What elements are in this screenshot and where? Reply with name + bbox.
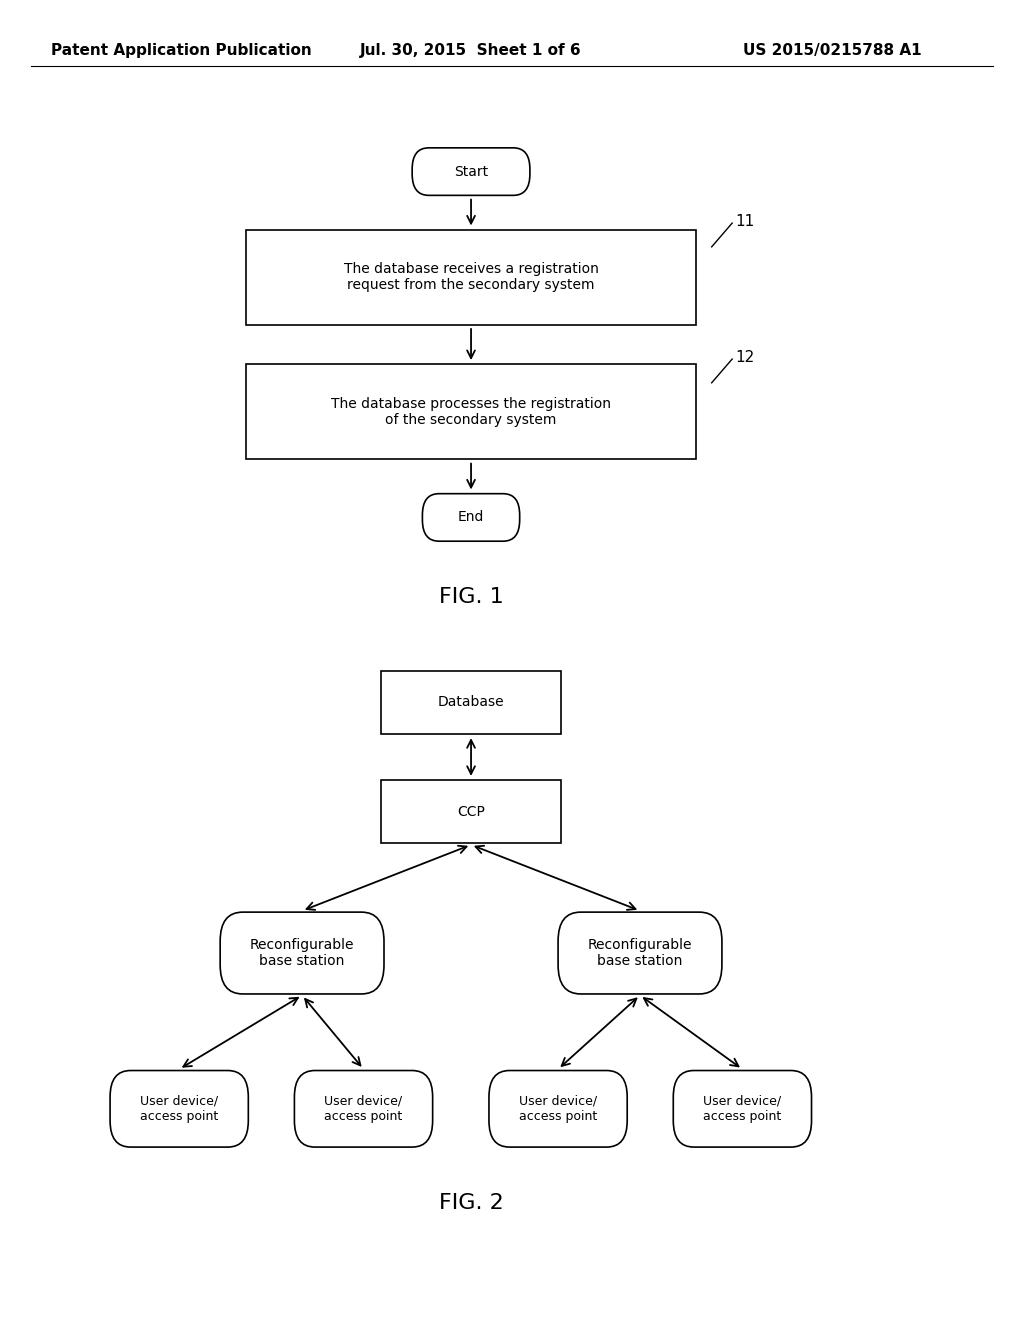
FancyBboxPatch shape [246, 230, 696, 325]
Text: Reconfigurable
base station: Reconfigurable base station [588, 939, 692, 968]
FancyBboxPatch shape [220, 912, 384, 994]
Text: User device/
access point: User device/ access point [325, 1094, 402, 1123]
Text: 12: 12 [735, 350, 755, 366]
Text: End: End [458, 511, 484, 524]
Text: The database processes the registration
of the secondary system: The database processes the registration … [331, 397, 611, 426]
Text: The database receives a registration
request from the secondary system: The database receives a registration req… [344, 263, 598, 292]
FancyBboxPatch shape [674, 1071, 811, 1147]
Text: User device/
access point: User device/ access point [519, 1094, 597, 1123]
FancyBboxPatch shape [382, 780, 561, 843]
Text: 11: 11 [735, 214, 755, 230]
Text: US 2015/0215788 A1: US 2015/0215788 A1 [743, 42, 922, 58]
Text: CCP: CCP [457, 805, 485, 818]
Text: User device/
access point: User device/ access point [140, 1094, 218, 1123]
FancyBboxPatch shape [295, 1071, 432, 1147]
Text: Database: Database [437, 696, 505, 709]
Text: Jul. 30, 2015  Sheet 1 of 6: Jul. 30, 2015 Sheet 1 of 6 [360, 42, 582, 58]
FancyBboxPatch shape [110, 1071, 248, 1147]
Text: FIG. 2: FIG. 2 [438, 1192, 504, 1213]
Text: User device/
access point: User device/ access point [703, 1094, 781, 1123]
FancyBboxPatch shape [558, 912, 722, 994]
Text: Patent Application Publication: Patent Application Publication [51, 42, 312, 58]
FancyBboxPatch shape [382, 671, 561, 734]
FancyBboxPatch shape [412, 148, 530, 195]
FancyBboxPatch shape [246, 364, 696, 459]
Text: FIG. 1: FIG. 1 [438, 586, 504, 607]
Text: Reconfigurable
base station: Reconfigurable base station [250, 939, 354, 968]
Text: Start: Start [454, 165, 488, 178]
FancyBboxPatch shape [489, 1071, 627, 1147]
FancyBboxPatch shape [423, 494, 520, 541]
